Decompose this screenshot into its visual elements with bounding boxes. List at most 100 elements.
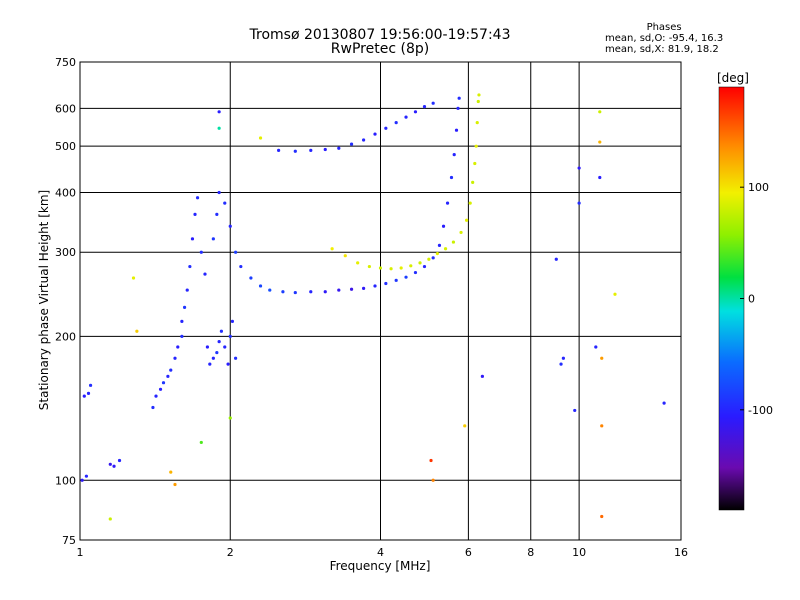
- data-point: [451, 240, 456, 244]
- data-point: [600, 356, 604, 360]
- data-point: [413, 110, 418, 114]
- data-point: [226, 362, 230, 366]
- data-point: [431, 101, 435, 105]
- data-point: [208, 362, 212, 366]
- data-point: [193, 212, 197, 216]
- data-point: [476, 99, 480, 104]
- data-point: [131, 276, 136, 280]
- data-point: [239, 264, 243, 269]
- data-point: [185, 288, 189, 292]
- x-tick-labels: 1 2 4 6 8 10 16: [77, 546, 689, 559]
- data-point: [452, 153, 456, 157]
- data-point: [223, 345, 227, 349]
- data-point: [228, 224, 232, 228]
- data-point: [135, 329, 139, 333]
- y-tick-labels: 75 100 200 300 400 500 600 750: [55, 56, 76, 547]
- y-axis-label: Stationary phase Virtual Height [km]: [37, 190, 51, 410]
- data-point: [435, 252, 439, 256]
- data-point: [598, 110, 602, 114]
- data-point: [418, 261, 422, 265]
- data-point: [394, 121, 398, 125]
- data-point: [457, 96, 461, 100]
- data-point: [330, 247, 334, 251]
- data-point: [427, 257, 431, 261]
- data-point: [598, 140, 602, 144]
- data-point: [463, 424, 467, 428]
- data-point: [228, 416, 232, 420]
- data-point: [169, 368, 173, 372]
- data-point: [561, 356, 565, 360]
- data-point: [422, 105, 427, 109]
- y-tick-label: 300: [55, 246, 76, 259]
- data-point: [323, 147, 327, 152]
- data-point: [559, 362, 563, 366]
- data-point: [356, 261, 360, 265]
- data-point: [182, 305, 187, 309]
- data-point: [394, 278, 398, 282]
- data-point: [598, 175, 602, 180]
- x-tick-label: 16: [674, 546, 688, 559]
- phase-x-stats: mean, sd,X: 81.9, 18.2: [605, 44, 719, 55]
- phases-legend: Phases mean, sd,O: -95.4, 16.3 mean, sd,…: [605, 22, 723, 55]
- x-tick-label: 10: [572, 546, 586, 559]
- data-point: [431, 256, 435, 260]
- data-point: [437, 243, 442, 248]
- data-point: [429, 458, 433, 463]
- data-point: [449, 175, 454, 180]
- data-point: [188, 264, 192, 269]
- data-point: [173, 356, 177, 360]
- data-point: [169, 470, 173, 474]
- data-point: [108, 517, 112, 521]
- data-point: [117, 458, 122, 463]
- data-point: [464, 218, 469, 222]
- data-point: [468, 201, 472, 205]
- data-point: [441, 224, 446, 228]
- chart-title-line2: RwPretec (8p): [330, 41, 430, 57]
- data-point: [223, 201, 227, 205]
- data-point: [112, 464, 116, 468]
- data-point: [173, 482, 177, 487]
- data-point: [277, 148, 281, 152]
- y-tick-label: 750: [55, 56, 76, 69]
- data-point: [151, 405, 155, 410]
- data-point: [217, 126, 221, 130]
- data-point: [234, 250, 238, 254]
- data-points: [80, 93, 666, 521]
- data-point: [203, 272, 207, 276]
- data-point: [480, 374, 484, 378]
- data-point: [154, 394, 158, 398]
- y-tick-label: 200: [55, 330, 76, 343]
- data-point: [234, 356, 238, 360]
- data-point: [309, 148, 313, 152]
- data-point: [600, 424, 604, 428]
- data-point: [309, 290, 313, 294]
- data-point: [431, 478, 435, 482]
- data-point: [413, 270, 418, 275]
- data-point: [190, 237, 195, 241]
- data-point: [475, 121, 479, 125]
- data-point: [205, 345, 210, 349]
- colorbar-tick-label: 0: [748, 293, 755, 306]
- data-point: [215, 350, 219, 355]
- colorbar-unit-label: [deg]: [717, 71, 749, 85]
- plot-frame: [79, 61, 682, 541]
- data-point: [456, 106, 460, 110]
- data-point: [211, 237, 215, 241]
- data-point: [228, 334, 232, 338]
- data-point: [176, 345, 180, 349]
- data-point: [258, 136, 263, 140]
- x-tick-label: 1: [77, 546, 84, 559]
- data-point: [399, 266, 403, 270]
- data-point: [80, 478, 84, 482]
- data-point: [230, 319, 235, 323]
- data-point: [662, 401, 666, 405]
- data-point: [199, 250, 203, 254]
- data-point: [378, 266, 383, 270]
- data-point: [613, 292, 617, 296]
- data-point: [84, 474, 89, 478]
- data-point: [217, 340, 221, 344]
- data-point: [337, 146, 341, 150]
- colorbar-tick-label: -100: [748, 404, 773, 417]
- chart-title-line1: Tromsø 20130807 19:56:00-19:57:43: [249, 27, 511, 43]
- data-point: [195, 196, 200, 200]
